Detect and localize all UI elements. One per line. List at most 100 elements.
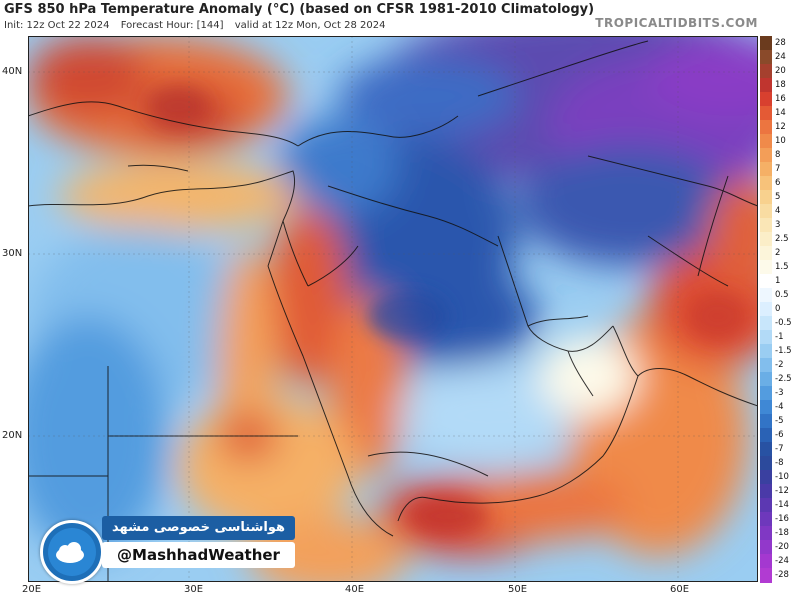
colorbar-swatch [760, 344, 772, 359]
colorbar-swatch [760, 456, 772, 471]
colorbar-swatch [760, 288, 772, 303]
colorbar-label: 6 [775, 178, 781, 188]
colorbar-swatch [760, 176, 772, 191]
watermark-persian-text: هواشناسی خصوصی مشهد [102, 516, 295, 540]
lon-label-20e: 20E [22, 584, 42, 595]
colorbar-swatch [760, 428, 772, 443]
colorbar-swatch [760, 372, 772, 387]
lat-label-20n: 20N [2, 430, 23, 441]
colorbar-label: -7 [775, 444, 784, 454]
temperature-anomaly-map [28, 36, 758, 582]
gridlines [28, 36, 758, 582]
colorbar-swatch [760, 554, 772, 569]
brand-label: TROPICALTIDBITS.COM [595, 16, 758, 30]
colorbar-swatch [760, 484, 772, 499]
coastlines [28, 40, 758, 582]
colorbar-label: 14 [775, 108, 786, 118]
colorbar-label: 10 [775, 136, 786, 146]
colorbar-swatch [760, 36, 772, 51]
colorbar-label: 0.5 [775, 290, 789, 300]
colorbar-label: -5 [775, 416, 784, 426]
colorbar-swatch [760, 190, 772, 205]
colorbar-label: -10 [775, 472, 789, 482]
colorbar-label: 4 [775, 206, 781, 216]
colorbar-swatch [760, 260, 772, 275]
map-subtitle: Init: 12z Oct 22 2024 Forecast Hour: [14… [4, 20, 394, 31]
init-time: Init: 12z Oct 22 2024 [4, 20, 110, 31]
colorbar-swatch [760, 302, 772, 317]
colorbar-label: 1 [775, 276, 781, 286]
colorbar-swatch [760, 316, 772, 331]
colorbar-label: 28 [775, 38, 786, 48]
colorbar-swatch [760, 274, 772, 289]
colorbar-label: -12 [775, 486, 789, 496]
watermark-handle: @MashhadWeather [102, 542, 295, 568]
colorbar-label: 18 [775, 80, 786, 90]
colorbar-swatch [760, 512, 772, 527]
colorbar-label: -1.5 [775, 346, 792, 356]
colorbar-label: -2 [775, 360, 784, 370]
colorbar-label: -8 [775, 458, 784, 468]
colorbar-label: 16 [775, 94, 786, 104]
colorbar-swatch [760, 568, 772, 583]
lon-label-50e: 50E [508, 584, 528, 595]
valid-time: valid at 12z Mon, Oct 28 2024 [234, 20, 386, 31]
colorbar-swatch [760, 470, 772, 485]
lat-label-40n: 40N [2, 66, 23, 77]
colorbar-swatch [760, 246, 772, 261]
colorbar-label: -3 [775, 388, 784, 398]
lon-label-60e: 60E [670, 584, 690, 595]
colorbar-label: 2 [775, 248, 781, 258]
colorbar-label: -24 [775, 556, 789, 566]
colorbar-label: 1.5 [775, 262, 789, 272]
colorbar-label: -28 [775, 570, 789, 580]
colorbar-swatch [760, 78, 772, 93]
colorbar-label: -4 [775, 402, 784, 412]
colorbar-label: -18 [775, 528, 789, 538]
colorbar-swatch [760, 414, 772, 429]
colorbar-label: -16 [775, 514, 789, 524]
colorbar-label: 8 [775, 150, 781, 160]
colorbar-label: -14 [775, 500, 789, 510]
colorbar-label: 2.5 [775, 234, 789, 244]
lon-label-40e: 40E [345, 584, 365, 595]
colorbar-swatch [760, 358, 772, 373]
colorbar-swatch [760, 386, 772, 401]
colorbar-swatch [760, 92, 772, 107]
colorbar-swatch [760, 526, 772, 541]
colorbar-label: 5 [775, 192, 781, 202]
lat-label-30n: 30N [2, 248, 23, 259]
colorbar-label: -2.5 [775, 374, 792, 384]
colorbar-swatch [760, 498, 772, 513]
colorbar-label: 12 [775, 122, 786, 132]
colorbar-swatch [760, 120, 772, 135]
colorbar-swatch [760, 204, 772, 219]
colorbar-swatch [760, 134, 772, 149]
colorbar-label: -20 [775, 542, 789, 552]
colorbar-swatch [760, 540, 772, 555]
colorbar-swatch [760, 400, 772, 415]
forecast-hour: Forecast Hour: [144] [120, 20, 224, 31]
map-title: GFS 850 hPa Temperature Anomaly (°C) (ba… [4, 2, 595, 17]
colorbar-swatch [760, 232, 772, 247]
colorbar-label: 0 [775, 304, 781, 314]
colorbar-swatch [760, 106, 772, 121]
colorbar-label: -0.5 [775, 318, 792, 328]
colorbar [760, 36, 772, 583]
colorbar-label: 7 [775, 164, 781, 174]
colorbar-labels: 28 24 20 18 16 14 12 10 8 7 6 5 4 3 2.5 2 1.5 1 0.5 0 -0.5 -1… [775, 36, 800, 582]
watermark: هواشناسی خصوصی مشهد @MashhadWeather [40, 516, 295, 584]
colorbar-label: 24 [775, 52, 786, 62]
colorbar-swatch [760, 64, 772, 79]
colorbar-swatch [760, 162, 772, 177]
weather-logo-icon [40, 520, 104, 584]
colorbar-label: -6 [775, 430, 784, 440]
colorbar-swatch [760, 148, 772, 163]
map-canvas [28, 36, 758, 582]
lon-label-30e: 30E [184, 584, 204, 595]
colorbar-swatch [760, 218, 772, 233]
colorbar-swatch [760, 50, 772, 65]
colorbar-swatch [760, 330, 772, 345]
colorbar-label: 3 [775, 220, 781, 230]
colorbar-label: 20 [775, 66, 786, 76]
